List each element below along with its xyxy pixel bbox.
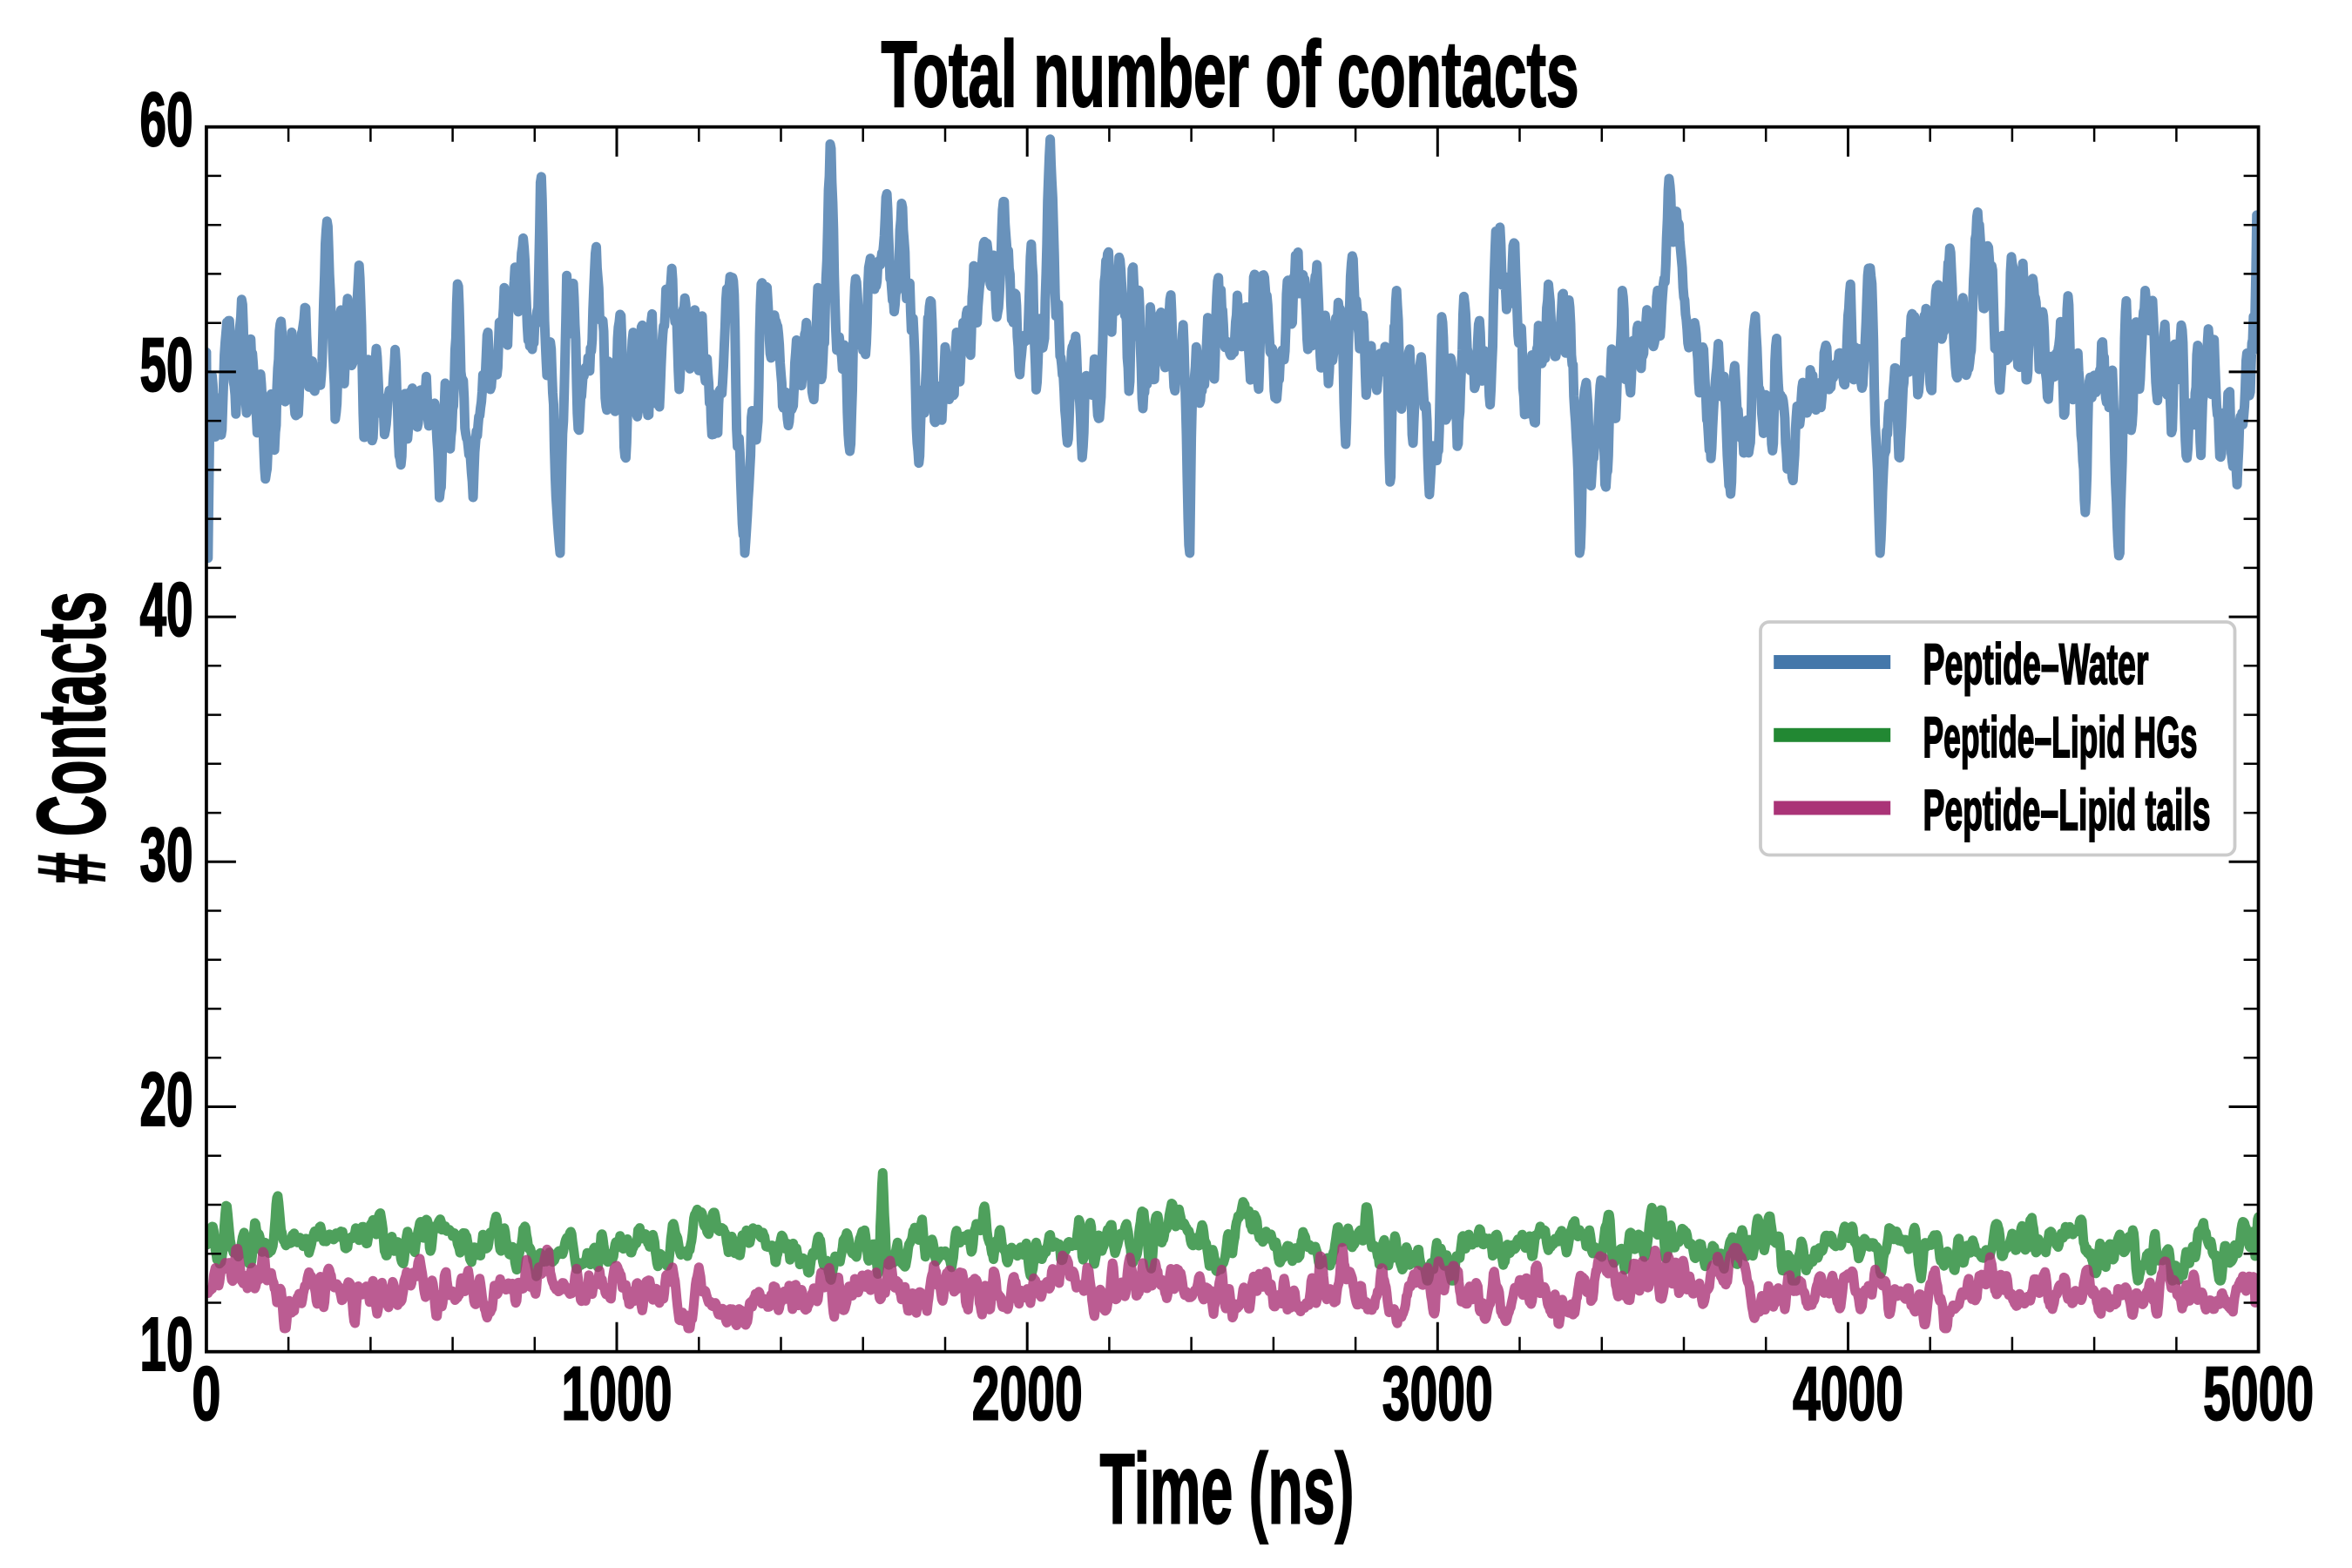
svg-text:Peptide–Lipid HGs: Peptide–Lipid HGs	[1923, 705, 2198, 769]
svg-text:10: 10	[140, 1302, 193, 1387]
svg-text:20: 20	[140, 1058, 193, 1142]
svg-text:0: 0	[192, 1352, 220, 1436]
svg-text:Total number of contacts: Total number of contacts	[882, 21, 1579, 126]
svg-text:40: 40	[140, 568, 193, 652]
svg-text:3000: 3000	[1382, 1352, 1493, 1436]
svg-text:2000: 2000	[972, 1352, 1083, 1436]
svg-text:Peptide–Lipid tails: Peptide–Lipid tails	[1923, 778, 2211, 842]
svg-text:5000: 5000	[2203, 1352, 2314, 1436]
svg-text:Peptide–Water: Peptide–Water	[1923, 632, 2149, 696]
svg-text:# Contacts: # Contacts	[18, 591, 125, 884]
svg-text:Time (ns): Time (ns)	[1100, 1435, 1355, 1545]
svg-text:4000: 4000	[1793, 1352, 1903, 1436]
svg-text:1000: 1000	[562, 1352, 672, 1436]
svg-text:60: 60	[140, 78, 193, 162]
svg-text:50: 50	[140, 322, 193, 407]
svg-text:30: 30	[140, 813, 193, 897]
